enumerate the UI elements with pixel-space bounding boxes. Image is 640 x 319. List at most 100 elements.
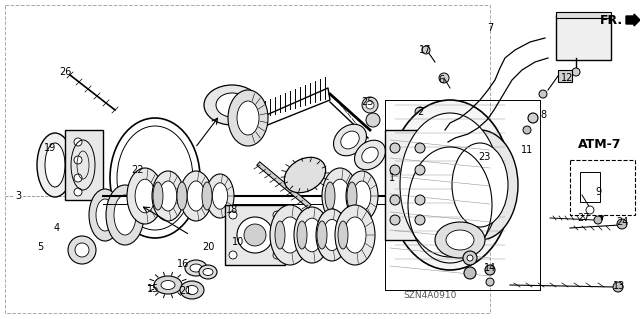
Ellipse shape [185,260,207,276]
Circle shape [467,255,473,261]
Text: 13: 13 [613,281,625,291]
Text: 10: 10 [232,237,244,247]
Text: SZN4A0910: SZN4A0910 [403,291,457,300]
Ellipse shape [190,264,202,272]
Circle shape [464,267,476,279]
Text: 12: 12 [561,73,573,83]
Circle shape [390,165,400,175]
Ellipse shape [347,182,357,210]
Text: 3: 3 [15,191,21,201]
Ellipse shape [355,140,385,170]
Text: 23: 23 [478,152,490,162]
Ellipse shape [340,131,359,149]
Circle shape [422,46,430,54]
Circle shape [499,147,505,153]
Bar [225,205,285,265]
Ellipse shape [45,143,65,187]
Text: ATM-7: ATM-7 [579,138,621,152]
Circle shape [539,90,547,98]
Ellipse shape [161,280,175,290]
Circle shape [415,165,425,175]
Ellipse shape [114,195,136,235]
Ellipse shape [322,168,358,224]
Ellipse shape [388,100,512,270]
Circle shape [415,143,425,153]
Circle shape [572,68,580,76]
Text: 17: 17 [419,45,431,55]
Ellipse shape [442,130,518,240]
Ellipse shape [297,221,307,249]
Text: 20: 20 [202,242,214,252]
Circle shape [415,195,425,205]
Ellipse shape [325,182,335,210]
Ellipse shape [366,113,380,127]
Ellipse shape [216,93,248,117]
Circle shape [594,216,602,224]
Circle shape [74,188,82,196]
Text: 7: 7 [487,23,493,33]
Text: 19: 19 [44,143,56,153]
Circle shape [617,219,627,229]
Circle shape [439,73,449,83]
Ellipse shape [96,199,114,231]
Bar [385,130,425,240]
Ellipse shape [237,217,273,253]
Ellipse shape [316,209,348,261]
Circle shape [528,113,538,123]
Ellipse shape [202,182,212,210]
Ellipse shape [228,90,268,146]
Text: 24: 24 [616,217,628,227]
Ellipse shape [452,143,508,227]
Circle shape [485,265,495,275]
Text: 21: 21 [179,286,191,296]
Ellipse shape [75,243,89,257]
Circle shape [273,211,281,219]
Bar [580,172,600,202]
Circle shape [415,215,425,225]
Ellipse shape [180,171,212,221]
Ellipse shape [68,236,96,264]
Ellipse shape [199,265,217,279]
Ellipse shape [153,182,163,210]
Text: 8: 8 [540,110,546,120]
Ellipse shape [284,157,326,193]
Text: 18: 18 [226,205,238,215]
Ellipse shape [135,179,155,213]
Ellipse shape [177,182,187,210]
Circle shape [415,107,425,117]
Text: 4: 4 [54,223,60,233]
Bar [595,180,607,185]
Bar [570,160,635,215]
Ellipse shape [180,281,204,299]
Circle shape [523,126,531,134]
Ellipse shape [106,185,144,245]
Circle shape [229,211,237,219]
Ellipse shape [203,269,213,276]
Circle shape [390,215,400,225]
Ellipse shape [323,219,341,251]
Ellipse shape [338,221,348,249]
Ellipse shape [187,181,205,211]
Ellipse shape [152,171,184,221]
Text: 9: 9 [595,187,601,197]
Circle shape [586,206,594,214]
Text: FR.: FR. [600,13,623,26]
Ellipse shape [279,217,301,253]
Ellipse shape [362,97,378,113]
Ellipse shape [400,113,500,257]
Bar [65,130,103,200]
Text: 14: 14 [484,263,496,273]
Circle shape [390,195,400,205]
Circle shape [74,174,82,182]
Text: 2: 2 [417,107,423,117]
Ellipse shape [317,221,327,249]
Ellipse shape [270,205,310,265]
Circle shape [463,251,477,265]
Bar [5,5,490,313]
Ellipse shape [204,85,260,125]
Text: 1: 1 [389,173,395,183]
Ellipse shape [346,171,378,221]
Ellipse shape [186,286,198,294]
Circle shape [390,143,400,153]
Text: 26: 26 [59,67,71,77]
